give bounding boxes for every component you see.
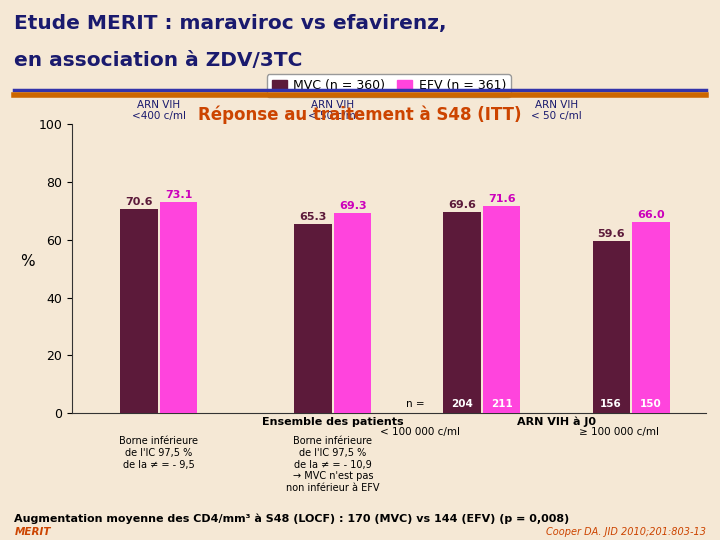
Text: 59.6: 59.6 xyxy=(598,228,625,239)
Text: 73.1: 73.1 xyxy=(165,190,192,200)
Text: Cooper DA. JID 2010;201:803-13: Cooper DA. JID 2010;201:803-13 xyxy=(546,527,706,537)
Text: n =: n = xyxy=(406,399,425,409)
Text: Ensemble des patients: Ensemble des patients xyxy=(262,417,404,427)
Bar xyxy=(334,213,372,413)
Text: Réponse au traitement à S48 (ITT): Réponse au traitement à S48 (ITT) xyxy=(198,105,522,124)
Text: Etude MERIT : maraviroc vs efavirenz,: Etude MERIT : maraviroc vs efavirenz, xyxy=(14,14,447,32)
Bar xyxy=(161,202,197,413)
Text: 69.6: 69.6 xyxy=(448,200,476,210)
Text: 66.0: 66.0 xyxy=(637,210,665,220)
Text: 204: 204 xyxy=(451,399,473,409)
Text: ARN VIH
<400 c/ml: ARN VIH <400 c/ml xyxy=(132,100,186,122)
Bar xyxy=(294,225,332,413)
Text: 71.6: 71.6 xyxy=(488,194,516,204)
Text: 156: 156 xyxy=(600,399,622,409)
Text: 70.6: 70.6 xyxy=(125,197,153,207)
Bar xyxy=(444,212,481,413)
Text: Augmentation moyenne des CD4/mm³ à S48 (LOCF) : 170 (MVC) vs 144 (EFV) (p = 0,00: Augmentation moyenne des CD4/mm³ à S48 (… xyxy=(14,513,570,523)
Text: Borne inférieure
de l'IC 97,5 %
de la ≠ = - 9,5: Borne inférieure de l'IC 97,5 % de la ≠ … xyxy=(120,436,199,469)
Text: ARN VIH
< 50 c/ml: ARN VIH < 50 c/ml xyxy=(307,100,359,122)
Text: 65.3: 65.3 xyxy=(300,212,327,222)
Text: < 100 000 c/ml: < 100 000 c/ml xyxy=(380,427,460,437)
Text: 150: 150 xyxy=(640,399,662,409)
Bar xyxy=(483,206,521,413)
Legend: MVC (n = 360), EFV (n = 361): MVC (n = 360), EFV (n = 361) xyxy=(266,74,511,97)
Bar xyxy=(632,222,670,413)
Text: en association à ZDV/3TC: en association à ZDV/3TC xyxy=(14,51,303,70)
Text: 211: 211 xyxy=(491,399,513,409)
Text: Borne inférieure
de l'IC 97,5 %
de la ≠ = - 10,9
→ MVC n'est pas
non inférieur à: Borne inférieure de l'IC 97,5 % de la ≠ … xyxy=(286,436,379,492)
Text: ARN VIH à J0: ARN VIH à J0 xyxy=(517,417,596,427)
Text: 69.3: 69.3 xyxy=(339,200,366,211)
Text: ARN VIH
< 50 c/ml: ARN VIH < 50 c/ml xyxy=(531,100,582,122)
Text: MERIT: MERIT xyxy=(14,527,51,537)
Bar xyxy=(593,241,630,413)
Y-axis label: %: % xyxy=(20,254,35,268)
Bar xyxy=(120,209,158,413)
Text: ≥ 100 000 c/ml: ≥ 100 000 c/ml xyxy=(579,427,659,437)
